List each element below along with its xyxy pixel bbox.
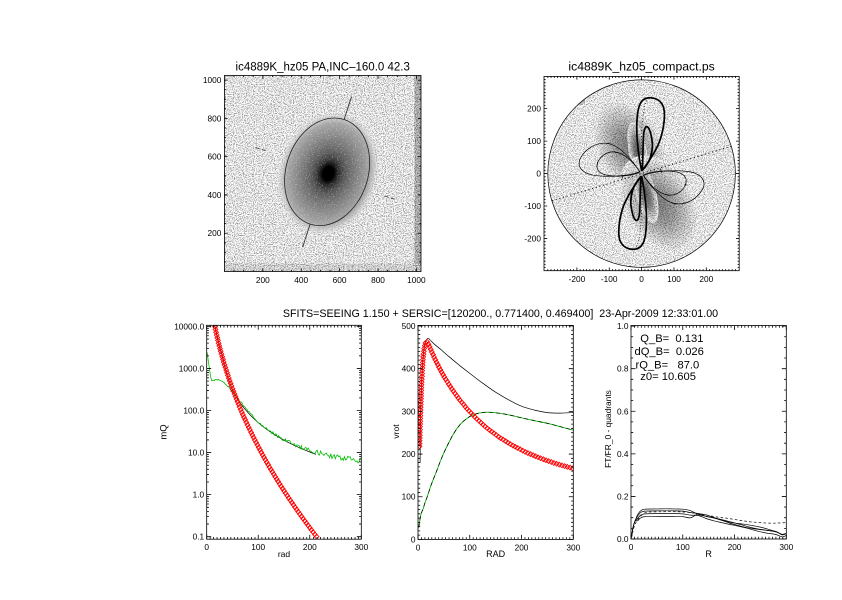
- svg-text:1.0: 1.0: [193, 490, 205, 500]
- svg-text:300: 300: [566, 542, 580, 552]
- svg-text:1000: 1000: [203, 75, 222, 85]
- svg-text:-100: -100: [524, 201, 541, 211]
- svg-text:800: 800: [208, 113, 222, 123]
- svg-text:ic4889K_hz05 PA,INC–160.0 42.3: ic4889K_hz05 PA,INC–160.0 42.3: [236, 62, 410, 74]
- svg-text:100: 100: [667, 274, 681, 284]
- svg-text:0: 0: [639, 274, 644, 284]
- svg-text:1.0: 1.0: [617, 321, 629, 331]
- svg-text:Q_B= 0.131: Q_B= 0.131: [640, 333, 703, 345]
- svg-text:100: 100: [402, 492, 416, 502]
- svg-text:0: 0: [411, 534, 416, 544]
- svg-text:200: 200: [527, 104, 541, 114]
- svg-text:0: 0: [416, 542, 421, 552]
- svg-text:300: 300: [354, 542, 368, 552]
- svg-text:R: R: [705, 549, 712, 559]
- svg-text:200: 200: [515, 542, 529, 552]
- svg-text:200: 200: [303, 542, 317, 552]
- svg-text:-200: -200: [524, 234, 541, 244]
- svg-text:SFITS=SEEING 1.150 + SERSIC=[1: SFITS=SEEING 1.150 + SERSIC=[120200., 0.…: [283, 308, 718, 320]
- svg-text:RAD: RAD: [486, 549, 506, 559]
- svg-text:0.6: 0.6: [617, 406, 629, 416]
- svg-text:z0= 10.605: z0= 10.605: [640, 371, 696, 383]
- svg-text:0.2: 0.2: [617, 491, 629, 501]
- svg-text:100: 100: [463, 542, 477, 552]
- svg-text:600: 600: [208, 152, 222, 162]
- svg-text:FT/FR_0 - quadrants: FT/FR_0 - quadrants: [603, 390, 613, 468]
- svg-text:0.4: 0.4: [617, 449, 629, 459]
- svg-text:1000: 1000: [407, 275, 426, 285]
- svg-text:vrot: vrot: [391, 424, 401, 439]
- svg-text:200: 200: [256, 275, 270, 285]
- svg-text:400: 400: [294, 275, 308, 285]
- svg-text:0: 0: [536, 169, 541, 179]
- svg-text:800: 800: [371, 275, 385, 285]
- svg-text:ic4889K_hz05_compact.ps: ic4889K_hz05_compact.ps: [568, 60, 714, 74]
- svg-text:0.8: 0.8: [617, 364, 629, 374]
- svg-text:400: 400: [208, 190, 222, 200]
- svg-text:300: 300: [402, 406, 416, 416]
- svg-text:300: 300: [779, 542, 793, 552]
- svg-text:-100: -100: [601, 274, 618, 284]
- svg-text:500: 500: [402, 321, 416, 331]
- svg-text:1000.0: 1000.0: [179, 364, 205, 374]
- svg-text:-200: -200: [569, 274, 586, 284]
- svg-text:0.1: 0.1: [193, 532, 205, 542]
- svg-text:200: 200: [402, 449, 416, 459]
- svg-text:0: 0: [629, 542, 634, 552]
- svg-text:mQ: mQ: [159, 424, 170, 439]
- svg-text:dQ_B= 0.026: dQ_B= 0.026: [635, 346, 704, 358]
- svg-text:rQ_B= 87.0: rQ_B= 87.0: [636, 359, 700, 371]
- svg-text:0.0: 0.0: [617, 534, 629, 544]
- svg-text:100.0: 100.0: [183, 406, 204, 416]
- svg-text:10000.0: 10000.0: [174, 321, 204, 331]
- svg-text:400: 400: [402, 364, 416, 374]
- svg-text:100: 100: [527, 136, 541, 146]
- svg-text:200: 200: [208, 228, 222, 238]
- svg-text:rad: rad: [278, 549, 291, 559]
- svg-text:100: 100: [676, 542, 690, 552]
- svg-text:200: 200: [728, 542, 742, 552]
- svg-text:10.0: 10.0: [188, 448, 205, 458]
- svg-text:100: 100: [251, 542, 265, 552]
- svg-text:0: 0: [204, 542, 209, 552]
- svg-text:200: 200: [699, 274, 713, 284]
- svg-text:600: 600: [333, 275, 347, 285]
